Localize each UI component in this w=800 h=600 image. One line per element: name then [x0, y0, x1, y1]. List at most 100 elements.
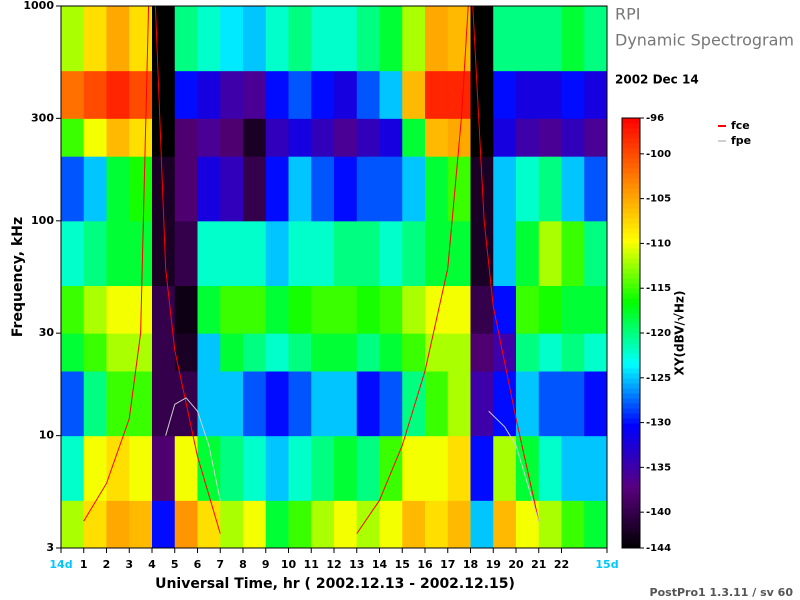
colorbar-segment [622, 218, 640, 224]
heatmap-cell [288, 118, 312, 157]
footer: PostPro1 1.3.11 / sv 60 [650, 586, 794, 599]
heatmap-cell [152, 118, 176, 157]
heatmap-cell [174, 6, 198, 72]
heatmap-cell [61, 70, 85, 119]
heatmap-cell [243, 285, 267, 334]
heatmap-cell [425, 435, 449, 501]
heatmap-cell [174, 333, 198, 372]
heatmap-cell [265, 6, 289, 72]
colorbar-segment [622, 333, 640, 339]
colorbar-segment [622, 278, 640, 284]
heatmap-cell [379, 435, 403, 501]
series-line [356, 6, 540, 534]
heatmap-cell [561, 333, 585, 372]
heatmap-cell [197, 156, 221, 222]
heatmap-cell [538, 333, 562, 372]
chart-title: RPI [615, 5, 640, 24]
colorbar-segment [622, 398, 640, 404]
heatmap-cell [61, 118, 85, 157]
heatmap-cell [83, 118, 107, 157]
heatmap-cell [561, 118, 585, 157]
heatmap-cell [379, 70, 403, 119]
colorbar-segment [622, 523, 640, 529]
heatmap-cell [425, 70, 449, 119]
x-tick-label: 13 [349, 558, 364, 571]
colorbar-segment [622, 513, 640, 519]
heatmap-cell [538, 6, 562, 72]
heatmap-cell [288, 70, 312, 119]
colorbar-segment [622, 468, 640, 474]
x-tick-label: 19 [486, 558, 501, 571]
heatmap-cell [83, 156, 107, 222]
colorbar-segment [622, 308, 640, 314]
heatmap-cell [447, 500, 471, 549]
colorbar-segment [622, 298, 640, 304]
colorbar-segment [622, 448, 640, 454]
heatmap-cell [265, 156, 289, 222]
heatmap-cell [379, 285, 403, 334]
colorbar-segment [622, 373, 640, 379]
heatmap-cell [470, 285, 494, 334]
heatmap-cell [334, 6, 358, 72]
heatmap-cell [288, 156, 312, 222]
heatmap-cell [334, 220, 358, 287]
heatmap-cell [106, 70, 130, 119]
heatmap-cell [197, 70, 221, 119]
heatmap-cell [584, 333, 608, 372]
heatmap-cell [152, 333, 176, 372]
x-tick-label: 18 [463, 558, 478, 571]
heatmap-cell [516, 156, 540, 222]
colorbar-segment [622, 138, 640, 144]
colorbar-segment [622, 358, 640, 364]
colorbar-segment [622, 288, 640, 294]
heatmap-cell [334, 333, 358, 372]
heatmap-cell [334, 118, 358, 157]
heatmap-cell [470, 435, 494, 501]
x-tick-label: 8 [239, 558, 247, 571]
heatmap-cell [402, 500, 426, 549]
heatmap-cell [334, 70, 358, 119]
heatmap-cell [106, 333, 130, 372]
heatmap-cell [129, 220, 153, 287]
heatmap-cell [220, 70, 244, 119]
heatmap-cell [197, 370, 221, 437]
y-tick-label: 1000 [23, 0, 54, 12]
heatmap-cell [516, 500, 540, 549]
heatmap-cell [152, 500, 176, 549]
colorbar-tick-label: -120 [646, 328, 671, 339]
colorbar-segment [622, 488, 640, 494]
colorbar-segment [622, 133, 640, 139]
heatmap-cell [288, 370, 312, 437]
heatmap-cell [311, 220, 335, 287]
heatmap-cell [288, 435, 312, 501]
colorbar-segment [622, 428, 640, 434]
colorbar-segment [622, 128, 640, 134]
heatmap-cell [106, 118, 130, 157]
colorbar-segment [622, 303, 640, 309]
heatmap-cell [61, 333, 85, 372]
heatmap-cell [220, 500, 244, 549]
colorbar-segment [622, 293, 640, 299]
heatmap-cell [561, 70, 585, 119]
heatmap-cell [106, 285, 130, 334]
colorbar-segment [622, 183, 640, 189]
heatmap-cell [174, 156, 198, 222]
heatmap-cell [516, 70, 540, 119]
legend-label: fpe [731, 134, 751, 147]
heatmap-cell [356, 333, 380, 372]
heatmap-cell [379, 6, 403, 72]
heatmap-cell [311, 70, 335, 119]
heatmap-cell [402, 118, 426, 157]
heatmap-cell [561, 6, 585, 72]
heatmap-cell [243, 500, 267, 549]
x-tick-label: 7 [216, 558, 224, 571]
colorbar-tick-label: -110 [646, 238, 671, 249]
heatmap-cell [493, 118, 517, 157]
heatmap-cell [538, 156, 562, 222]
colorbar-segment [622, 423, 640, 429]
heatmap-cell [197, 333, 221, 372]
heatmap-cell [288, 6, 312, 72]
heatmap-cell [197, 118, 221, 157]
colorbar-segment [622, 233, 640, 239]
